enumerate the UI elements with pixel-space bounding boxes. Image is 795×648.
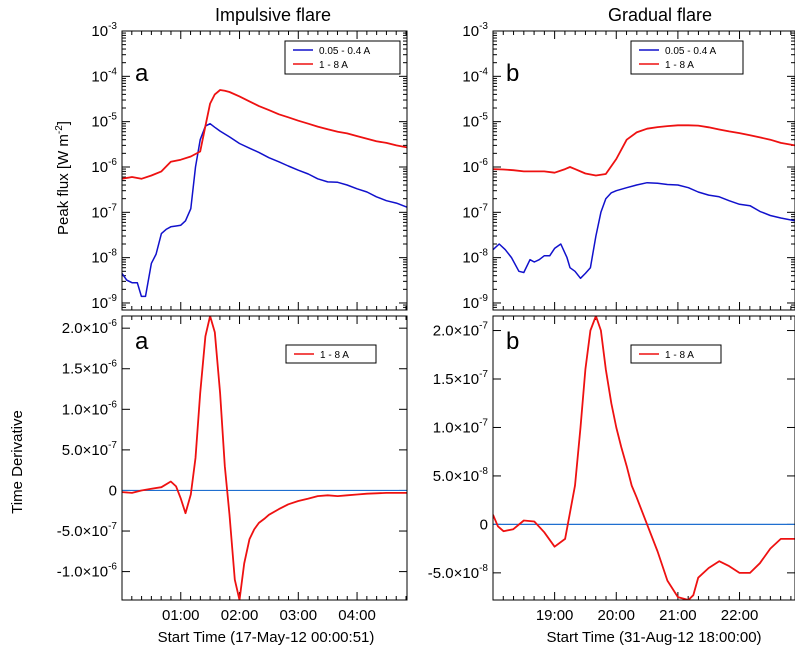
- legend-label: 0.05 - 0.4 A: [319, 46, 370, 57]
- series-line: [122, 122, 407, 298]
- plot-frame: [121, 315, 408, 601]
- y-tick-label: 0: [109, 482, 117, 499]
- y-tick-label: 10-8: [91, 248, 117, 267]
- x-tick-label: 19:00: [536, 607, 574, 624]
- x-tick-label: 02:00: [221, 607, 259, 624]
- x-tick-label: 04:00: [338, 607, 376, 624]
- y-tick-label: -1.0×10-6: [57, 562, 118, 581]
- panel-label: a: [135, 60, 149, 87]
- legend-label: 1 - 8 A: [320, 350, 349, 361]
- y-tick-label: 10-8: [462, 248, 488, 267]
- y-tick-label: 1.5×10-6: [62, 359, 118, 378]
- panel-label: a: [135, 328, 149, 355]
- impulsive-xlabel: Start Time (17-May-12 00:00:51): [158, 629, 375, 646]
- y-tick-label: 5.0×10-7: [62, 440, 118, 459]
- y-tick-label: 10-5: [462, 112, 488, 131]
- y-tick-label: -5.0×10-8: [428, 563, 489, 582]
- legend-box: [630, 40, 744, 75]
- y-tick-label: 0: [480, 516, 488, 533]
- y-tick-label: 10-9: [462, 293, 488, 312]
- y-tick-label: 1.5×10-7: [433, 369, 489, 388]
- y-tick-label: 5.0×10-8: [433, 466, 489, 485]
- y-tick-label: 10-6: [462, 157, 488, 176]
- x-tick-label: 21:00: [659, 607, 697, 624]
- legend-label: 1 - 8 A: [665, 350, 694, 361]
- x-tick-label: 01:00: [162, 607, 200, 624]
- impulsive-derivative-panel: 2.0×10-6 1.5×10-6 1.0×10-6 5.0×10-7 0 -5.0×10…: [57, 315, 408, 624]
- y-tick-label: -5.0×10-7: [57, 521, 118, 540]
- derivative-ylabel: Time Derivative: [9, 410, 26, 514]
- y-tick-label: 10-4: [462, 66, 488, 85]
- gradual-xlabel: Start Time (31-Aug-12 18:00:00): [546, 629, 761, 646]
- y-tick-label: 1.0×10-6: [62, 399, 118, 418]
- y-tick-label: 10-7: [462, 202, 488, 221]
- gradual-flux-panel: 10-3 10-4 10-5 10-6 10-7 10-8 10-9 b 0.05 - 0.4 …: [462, 21, 795, 312]
- panel-label: b: [506, 60, 519, 87]
- plot-frame: [492, 315, 795, 601]
- y-tick-label: 10-3: [462, 21, 488, 40]
- x-tick-label: 22:00: [721, 607, 759, 624]
- legend-box: [630, 344, 722, 364]
- x-tick-label: 20:00: [597, 607, 635, 624]
- series-line: [493, 181, 795, 280]
- y-tick-label: 2.0×10-6: [62, 318, 118, 337]
- y-tick-label: 10-9: [91, 293, 117, 312]
- y-tick-label: 10-4: [91, 66, 117, 85]
- series-line: [493, 124, 795, 177]
- series-line: [122, 316, 407, 600]
- y-tick-label: 10-6: [91, 157, 117, 176]
- legend-label: 1 - 8 A: [319, 60, 348, 71]
- series-line: [122, 89, 407, 180]
- plot-frame: [121, 30, 408, 311]
- x-tick-label: 03:00: [280, 607, 318, 624]
- y-tick-label: 10-3: [91, 21, 117, 40]
- series-line: [493, 316, 795, 600]
- impulsive-title: Impulsive flare: [215, 5, 331, 25]
- y-tick-label: 2.0×10-7: [433, 321, 489, 340]
- y-tick-label: 10-7: [91, 202, 117, 221]
- panel-label: b: [506, 328, 519, 355]
- legend-label: 0.05 - 0.4 A: [665, 46, 716, 57]
- impulsive-flux-panel: 10-3 10-4 10-5 10-6 10-7 10-8 10-9 a 0.05 - 0.4 …: [91, 21, 408, 312]
- plot-frame: [492, 30, 795, 311]
- flux-ylabel: Peak flux [W m-2]: [54, 121, 72, 235]
- legend-box: [284, 40, 401, 75]
- gradual-derivative-panel: 2.0×10-7 1.5×10-7 1.0×10-7 5.0×10-8 0 -5.0×10…: [428, 315, 795, 624]
- y-tick-label: 10-5: [91, 112, 117, 131]
- gradual-title: Gradual flare: [608, 5, 712, 25]
- legend-box: [285, 344, 377, 364]
- legend-label: 1 - 8 A: [665, 60, 694, 71]
- y-tick-label: 1.0×10-7: [433, 417, 489, 436]
